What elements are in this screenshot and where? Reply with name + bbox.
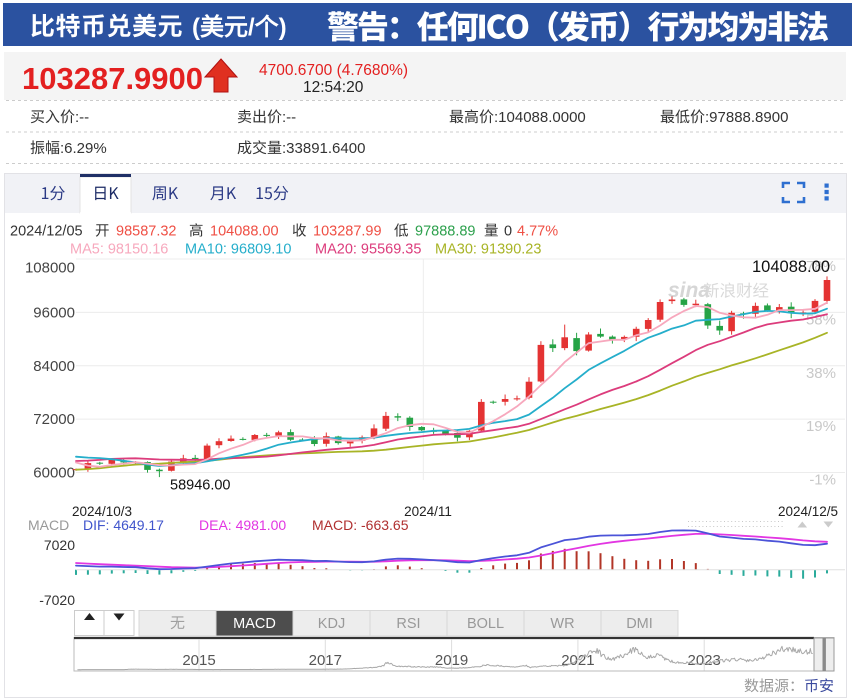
svg-text:MA5: 98150.16: MA5: 98150.16 <box>70 242 168 258</box>
svg-text:58%: 58% <box>806 311 836 328</box>
svg-text::--: :-- <box>75 109 89 126</box>
svg-text:58946.00: 58946.00 <box>170 478 230 494</box>
svg-text:2015: 2015 <box>182 652 215 669</box>
svg-text:sina: sina <box>668 279 710 302</box>
svg-text::104088.0000: :104088.0000 <box>494 109 586 126</box>
svg-text::6.29%: :6.29% <box>60 140 107 157</box>
svg-text:-7020: -7020 <box>39 592 75 608</box>
svg-text:MACD: -663.65: MACD: -663.65 <box>312 517 409 533</box>
svg-text:19%: 19% <box>806 418 836 435</box>
svg-text:2024/11: 2024/11 <box>404 504 452 519</box>
svg-text:103287.9900: 103287.9900 <box>22 61 203 96</box>
svg-text:MACD: MACD <box>28 517 69 533</box>
svg-text:98587.32: 98587.32 <box>116 224 176 240</box>
svg-text:BOLL: BOLL <box>467 616 504 632</box>
svg-text:84000: 84000 <box>33 358 75 375</box>
svg-text::--: :-- <box>282 109 296 126</box>
svg-text:2024/10/3: 2024/10/3 <box>72 504 132 519</box>
svg-text:12:54:20: 12:54:20 <box>303 79 364 96</box>
svg-text:RSI: RSI <box>396 616 420 632</box>
svg-text:78%: 78% <box>806 258 836 275</box>
svg-text:MA30: 91390.23: MA30: 91390.23 <box>435 242 541 258</box>
svg-text:104088.00: 104088.00 <box>210 224 279 240</box>
svg-text:-1%: -1% <box>809 471 836 488</box>
svg-text:(美元/个): (美元/个) <box>192 13 287 41</box>
svg-text:103287.99: 103287.99 <box>313 224 382 240</box>
svg-text:104088.00: 104088.00 <box>752 258 830 276</box>
svg-text:2019: 2019 <box>435 652 468 669</box>
svg-text:2021: 2021 <box>561 652 594 669</box>
svg-text:2024/12/5: 2024/12/5 <box>778 504 838 519</box>
svg-text:108000: 108000 <box>25 260 75 277</box>
svg-text:0: 0 <box>504 224 512 240</box>
svg-text:4.77%: 4.77% <box>517 224 558 240</box>
svg-text:MA10: 96809.10: MA10: 96809.10 <box>185 242 291 258</box>
svg-text:60000: 60000 <box>33 464 75 481</box>
svg-text:KDJ: KDJ <box>318 616 345 632</box>
svg-text:4700.6700 (4.7680%): 4700.6700 (4.7680%) <box>259 62 408 79</box>
svg-text:7020: 7020 <box>44 537 75 553</box>
svg-text:96000: 96000 <box>33 304 75 321</box>
svg-text:97888.89: 97888.89 <box>415 224 475 240</box>
svg-text:2017: 2017 <box>309 652 342 669</box>
svg-text:72000: 72000 <box>33 411 75 428</box>
svg-text:MACD: MACD <box>233 616 276 632</box>
svg-text:MA20: 95569.35: MA20: 95569.35 <box>315 242 421 258</box>
svg-text:WR: WR <box>550 616 574 632</box>
svg-text:2023: 2023 <box>688 652 721 669</box>
svg-text:2024/12/05: 2024/12/05 <box>10 224 83 240</box>
svg-text:DMI: DMI <box>626 616 653 632</box>
svg-text::97888.8900: :97888.8900 <box>705 109 788 126</box>
svg-text::33891.6400: :33891.6400 <box>282 140 365 157</box>
svg-text:DEA: 4981.00: DEA: 4981.00 <box>199 517 286 533</box>
svg-text:38%: 38% <box>806 365 836 382</box>
svg-text:DIF: 4649.17: DIF: 4649.17 <box>83 517 164 533</box>
